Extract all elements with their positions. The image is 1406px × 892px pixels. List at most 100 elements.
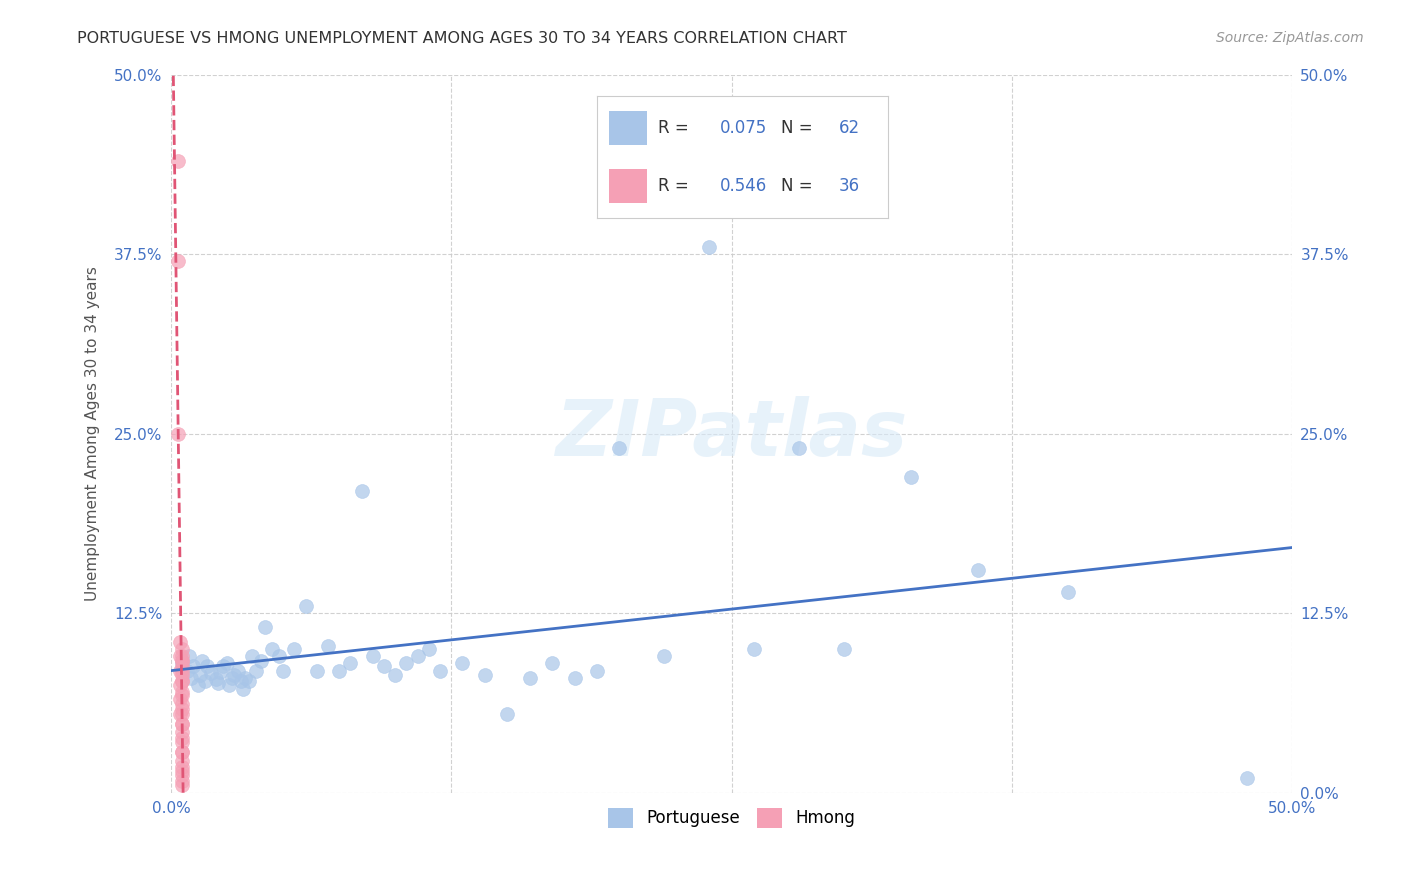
Point [267,649,290,664]
Point [222,668,245,682]
Point [209,665,232,679]
Point [1236,772,1258,786]
Point [172,657,194,671]
Point [245,664,267,678]
Point [172,668,194,682]
Point [172,642,194,657]
Point [787,441,810,455]
Point [172,768,194,782]
Point [238,673,260,688]
Point [172,716,194,731]
Point [172,746,194,760]
Point [271,664,294,678]
Point [249,653,271,667]
Legend: Portuguese, Hmong: Portuguese, Hmong [602,801,862,835]
Text: ZIPatlas: ZIPatlas [555,395,908,472]
Point [361,649,384,664]
Point [172,754,194,768]
Point [373,659,395,673]
Point [328,664,350,678]
Point [169,692,191,706]
Point [172,673,194,688]
Point [172,702,194,716]
Point [172,774,194,789]
Point [900,469,922,483]
Point [195,659,218,673]
Point [172,746,194,760]
Point [200,666,222,681]
Point [609,441,631,455]
Point [172,659,194,673]
Point [406,649,429,664]
Point [194,673,217,688]
Point [172,685,194,699]
Point [519,671,541,685]
Point [177,649,200,664]
Point [233,671,256,685]
Point [187,678,209,692]
Point [172,688,194,702]
Point [166,426,188,441]
Point [211,659,233,673]
Point [172,649,194,664]
Point [283,642,305,657]
Text: Source: ZipAtlas.com: Source: ZipAtlas.com [1216,31,1364,45]
Point [226,664,249,678]
Point [176,664,198,678]
Point [967,563,990,577]
Y-axis label: Unemployment Among Ages 30 to 34 years: Unemployment Among Ages 30 to 34 years [86,266,100,601]
Point [172,664,194,678]
Point [652,649,675,664]
Point [207,676,229,690]
Point [418,642,440,657]
Point [172,716,194,731]
Point [305,664,328,678]
Point [339,657,361,671]
Point [1056,584,1078,599]
Point [429,664,451,678]
Point [451,657,474,671]
Point [260,642,283,657]
Point [294,599,316,613]
Point [172,673,194,688]
Point [172,653,194,667]
Point [172,653,194,667]
Point [697,240,720,254]
Point [832,642,855,657]
Point [496,706,519,721]
Point [384,668,406,682]
Point [172,735,194,749]
Point [254,620,277,634]
Point [166,153,188,168]
Point [172,697,194,711]
Point [474,668,496,682]
Point [172,760,194,774]
Point [316,639,339,653]
Point [217,657,239,671]
Point [541,657,564,671]
Point [395,657,418,671]
Point [169,664,191,678]
Point [169,635,191,649]
Point [229,673,252,688]
Point [172,764,194,778]
Point [180,671,202,685]
Point [166,254,188,268]
Point [172,779,194,793]
Point [169,678,191,692]
Point [169,649,191,664]
Point [172,731,194,745]
Point [172,706,194,721]
Point [240,649,263,664]
Point [221,671,243,685]
Point [205,672,228,686]
Point [188,668,211,682]
Point [183,659,205,673]
Point [742,642,765,657]
Point [218,678,240,692]
Point [191,653,214,667]
Point [169,706,191,721]
Point [350,483,373,498]
Point [564,671,586,685]
Point [232,682,254,697]
